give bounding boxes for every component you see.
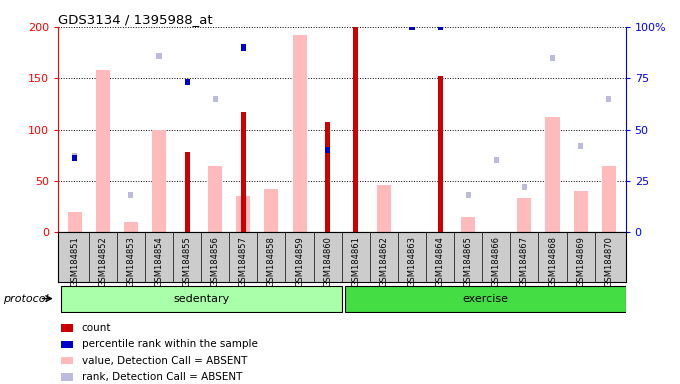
Bar [292,35,307,232]
Text: GSM184864: GSM184864 [436,236,445,287]
Bar [437,24,443,30]
Bar [606,96,611,102]
Text: GSM184866: GSM184866 [492,236,500,287]
Text: GSM184852: GSM184852 [99,236,107,287]
Text: count: count [82,323,111,333]
FancyBboxPatch shape [61,286,341,311]
Bar [265,189,278,232]
Bar [602,166,616,232]
Text: GSM184865: GSM184865 [464,236,473,287]
Bar [184,152,190,232]
Text: GSM184863: GSM184863 [407,236,416,287]
Bar [353,7,358,13]
Bar [574,191,588,232]
Text: GSM184856: GSM184856 [211,236,220,287]
Bar [325,122,330,232]
Bar [241,112,246,232]
Bar [297,3,302,10]
Bar [156,53,162,59]
Bar [72,155,78,161]
Text: protocol: protocol [3,293,49,304]
Text: GSM184851: GSM184851 [70,236,79,287]
Text: GSM184867: GSM184867 [520,236,529,287]
Text: sedentary: sedentary [173,293,229,304]
Text: GSM184861: GSM184861 [352,236,360,287]
Text: GSM184853: GSM184853 [126,236,135,287]
Bar [409,24,415,30]
Bar [517,199,532,232]
Text: rank, Detection Call = ABSENT: rank, Detection Call = ABSENT [82,372,242,382]
Text: GSM184854: GSM184854 [154,236,163,287]
Text: exercise: exercise [462,293,508,304]
Bar [578,143,583,149]
Text: GSM184860: GSM184860 [323,236,332,287]
Text: GSM184858: GSM184858 [267,236,276,287]
Bar [325,147,330,153]
Bar [550,55,555,61]
Text: GSM184862: GSM184862 [379,236,388,287]
Bar [466,192,471,199]
Text: GSM184857: GSM184857 [239,236,248,287]
Bar [96,70,109,232]
Text: GSM184868: GSM184868 [548,236,557,287]
Bar [241,44,246,51]
Bar [494,157,499,164]
Bar [184,79,190,85]
Bar [67,212,82,232]
Bar [213,96,218,102]
Bar [437,76,443,232]
Text: GSM184870: GSM184870 [605,236,613,287]
Bar [152,129,166,232]
Bar [72,153,78,159]
Bar [124,222,138,232]
Bar [129,192,133,199]
Bar [522,184,527,190]
Text: GSM184855: GSM184855 [183,236,192,287]
Bar [236,196,250,232]
Bar [377,185,391,232]
Text: value, Detection Call = ABSENT: value, Detection Call = ABSENT [82,356,247,366]
Bar [208,166,222,232]
Bar [545,117,560,232]
Bar [461,217,475,232]
Text: GSM184859: GSM184859 [295,236,304,287]
Text: percentile rank within the sample: percentile rank within the sample [82,339,258,349]
FancyBboxPatch shape [345,286,626,311]
Bar [353,27,358,232]
Text: GSM184869: GSM184869 [576,236,585,287]
Text: GDS3134 / 1395988_at: GDS3134 / 1395988_at [58,13,212,26]
